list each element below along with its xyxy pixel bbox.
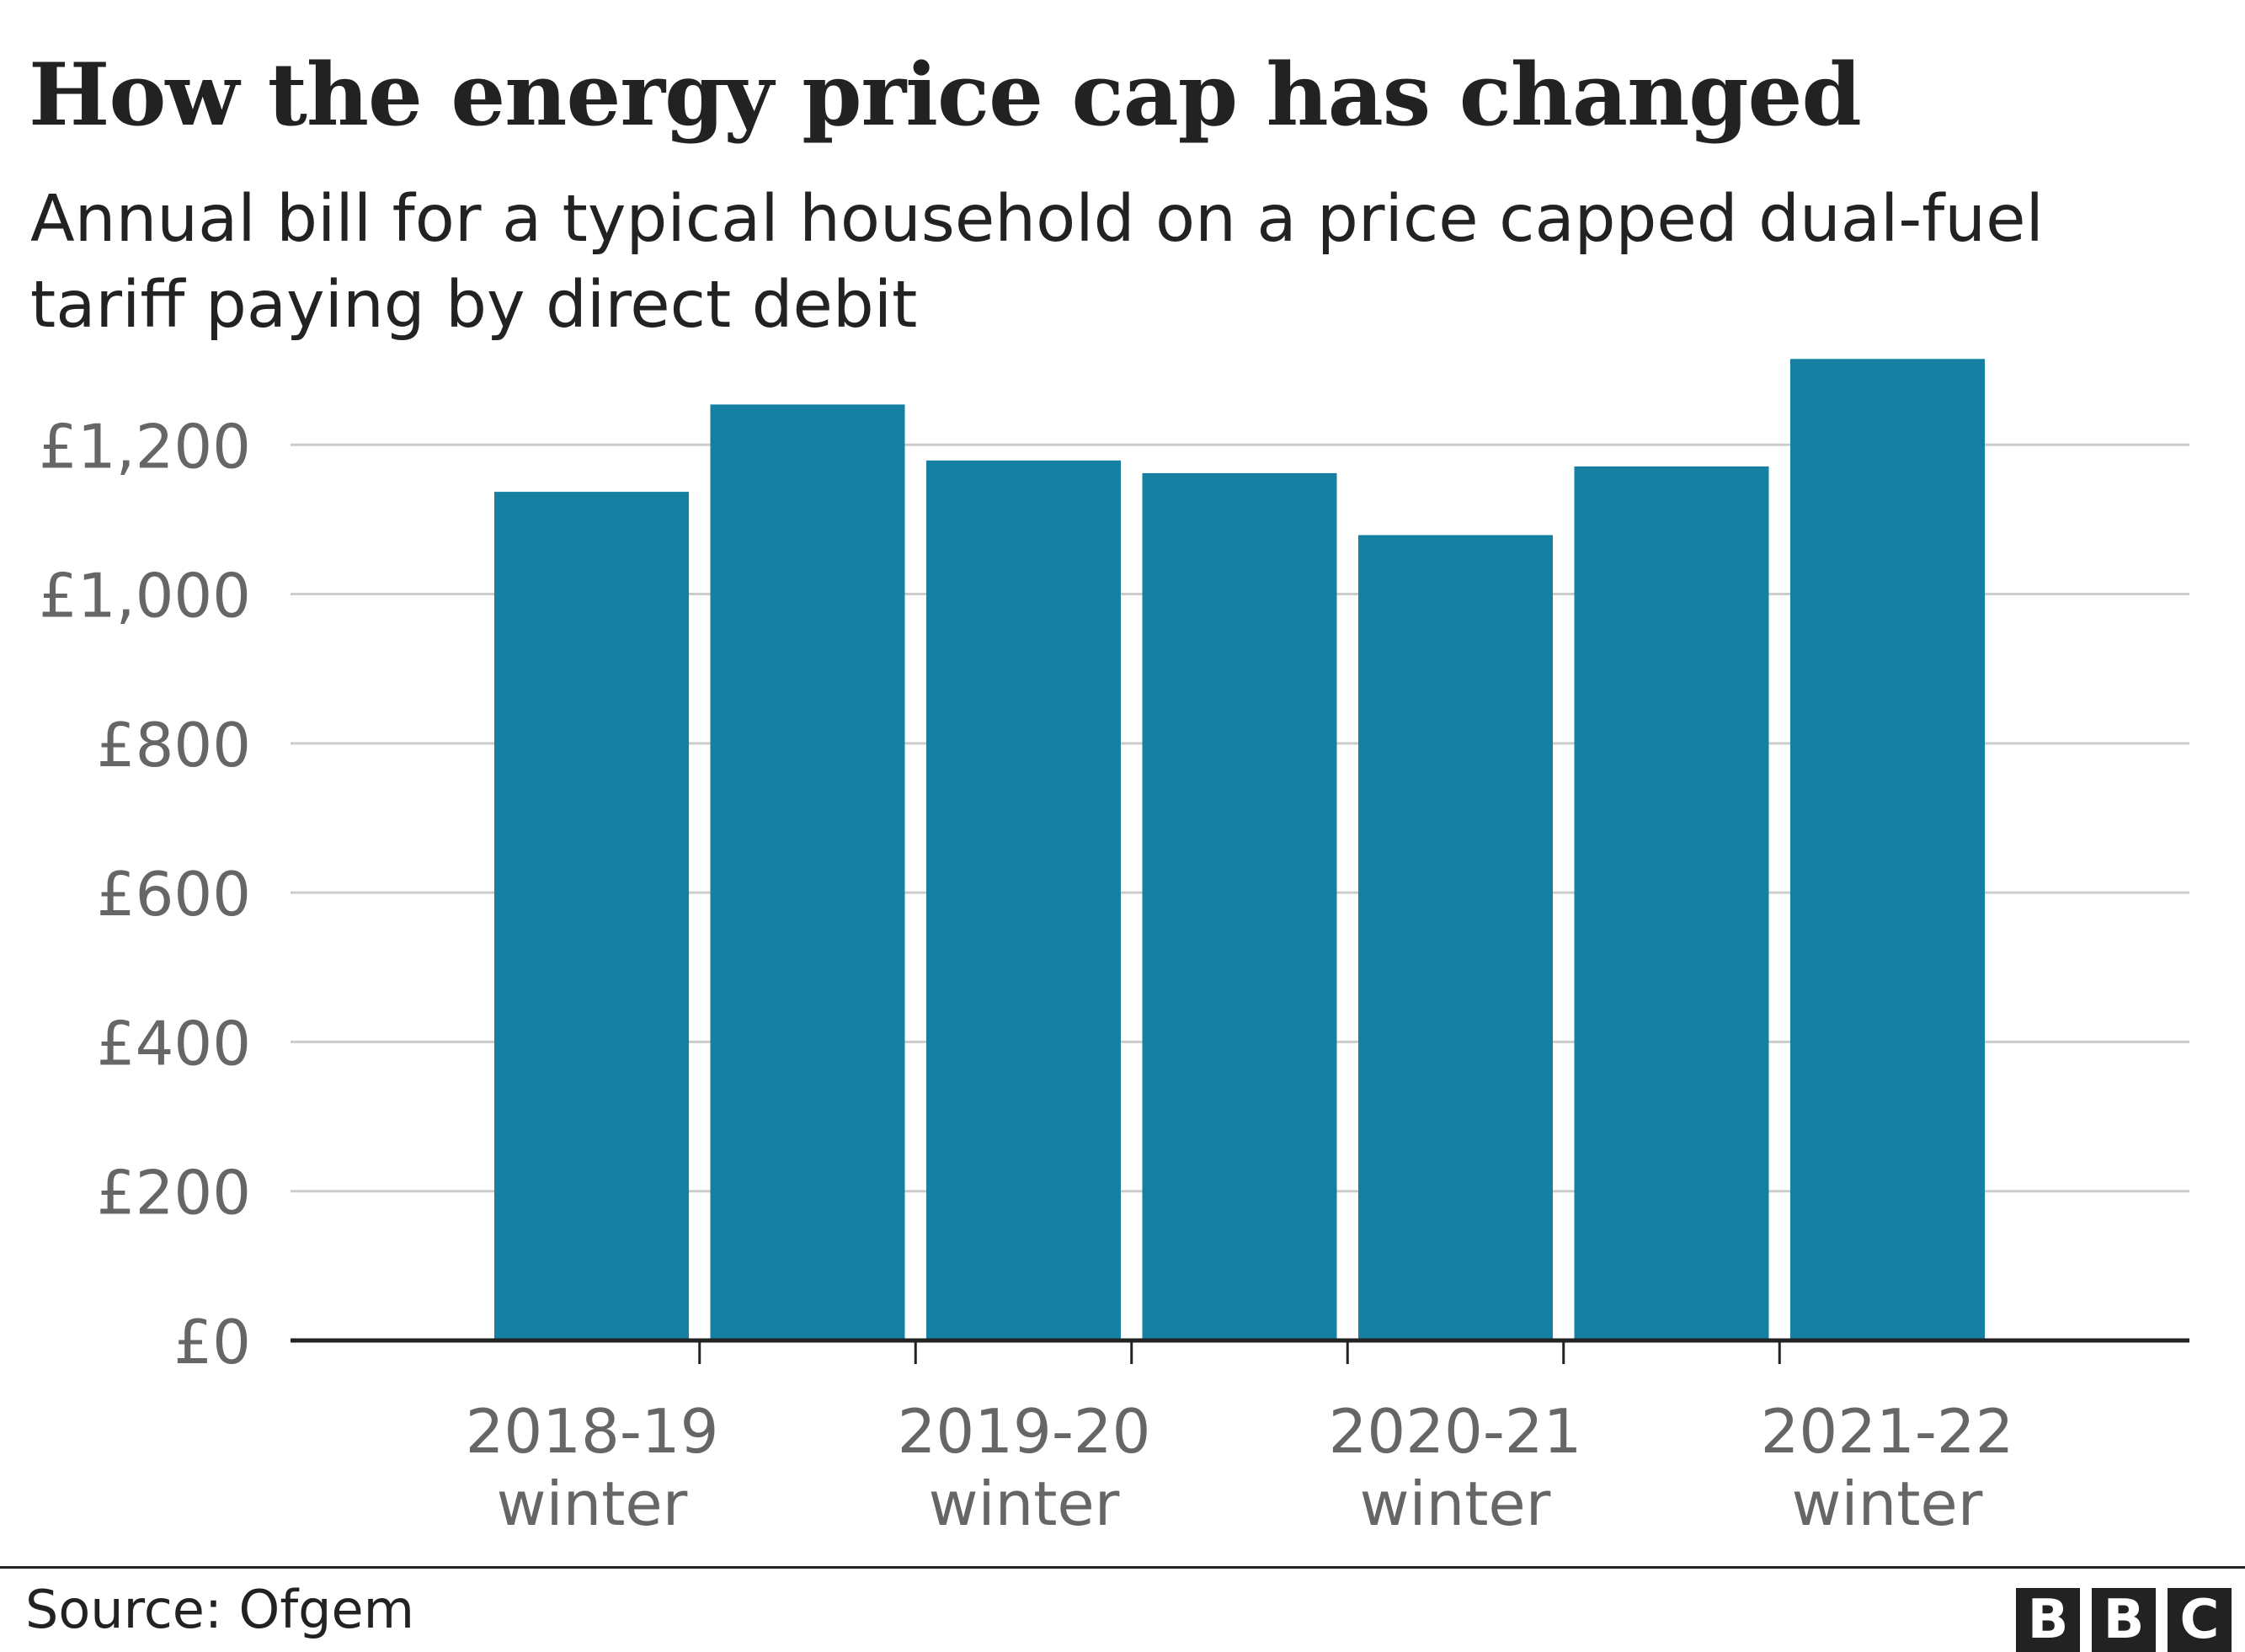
y-tick-label: £1,200 <box>39 411 251 482</box>
bbc-logo-letter: C <box>2168 1588 2232 1652</box>
x-tick-label: 2018-19 winter <box>466 1396 719 1539</box>
y-tick-label: £800 <box>97 710 251 781</box>
bar <box>1574 466 1769 1340</box>
chart-title: How the energy price cap has changed <box>29 45 1862 146</box>
y-tick-label: £200 <box>97 1158 251 1228</box>
bar <box>1358 535 1553 1340</box>
x-tick-label: 2019-20 winter <box>898 1396 1151 1539</box>
bar <box>494 492 689 1340</box>
bar <box>1790 359 1985 1340</box>
bbc-logo-letter: B <box>2092 1588 2156 1652</box>
y-tick-label: £400 <box>97 1008 251 1079</box>
bar-chart: £0 £200 £400 £600 £800 £1,000 £1,200 2018-19 win… <box>39 359 2189 1539</box>
footer-divider <box>0 1566 2245 1569</box>
bar <box>1142 472 1337 1340</box>
x-tick-label: 2020-21 winter <box>1329 1396 1582 1539</box>
bar <box>926 460 1121 1341</box>
y-tick-label: £1,000 <box>39 561 251 631</box>
x-tick-label: 2021-22 winter <box>1761 1396 2014 1539</box>
y-tick-label: £600 <box>97 859 251 930</box>
bar <box>710 404 905 1340</box>
y-tick-label: £0 <box>173 1307 251 1378</box>
bbc-logo: B B C <box>2016 1588 2232 1652</box>
chart-subtitle: Annual bill for a typical household on a… <box>30 182 2044 343</box>
source-note: Source: Ofgem <box>25 1579 415 1640</box>
bbc-logo-letter: B <box>2016 1588 2080 1652</box>
